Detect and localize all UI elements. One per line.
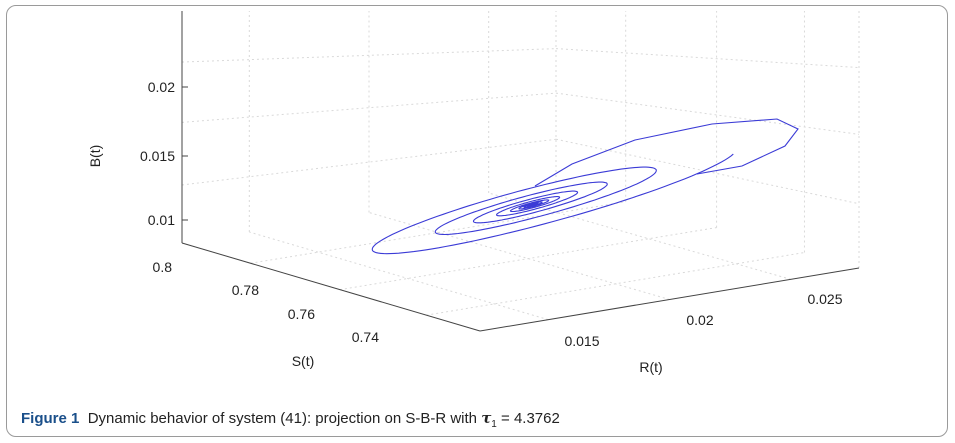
z-axis-label: B(t) [87, 145, 103, 168]
caption-text: Dynamic behavior of system (41): project… [87, 410, 478, 427]
z-tick-label: 0.01 [148, 212, 175, 228]
figure-caption: Figure 1 Dynamic behavior of system (41)… [21, 409, 560, 430]
trajectory [371, 118, 799, 255]
axes [181, 11, 860, 332]
z-gridline [555, 138, 860, 205]
y-axis-line [181, 242, 481, 332]
trajectory-spiral [371, 153, 734, 255]
figure-card: 0.01 0.015 0.02 0.74 0.76 0.78 0.8 0.015 0.02 0.0… [6, 5, 948, 437]
x-gridline [488, 192, 791, 280]
x-tick-label: 0.02 [686, 312, 713, 328]
x-gridline [368, 212, 670, 300]
tau-symbol: τ [481, 409, 492, 427]
z-tick-label: 0.02 [148, 79, 175, 95]
z-gridline [555, 92, 860, 135]
tick-labels: 0.01 0.015 0.02 0.74 0.76 0.78 0.8 0.015 0.02 0.0… [140, 79, 843, 349]
caption-label: Figure 1 [21, 410, 80, 427]
tau-value: = 4.3762 [501, 410, 560, 427]
y-tick-label: 0.8 [153, 259, 173, 275]
y-gridline [339, 227, 717, 291]
x-axis-line [479, 267, 860, 332]
plot-3d: 0.01 0.015 0.02 0.74 0.76 0.78 0.8 0.015 0.02 0.0… [87, 11, 860, 375]
z-gridline [555, 48, 860, 69]
y-axis-label: S(t) [292, 353, 315, 369]
z-gridline [181, 48, 557, 63]
x-gridline [249, 231, 549, 321]
z-tick-label: 0.015 [140, 148, 175, 164]
y-tick-label: 0.78 [232, 282, 259, 298]
y-tick-label: 0.74 [352, 329, 379, 345]
trajectory-lead [534, 118, 799, 187]
tau-subscript: 1 [491, 419, 497, 430]
y-tick-label: 0.76 [288, 306, 315, 322]
x-tick-label: 0.015 [564, 333, 599, 349]
grid [181, 11, 860, 321]
x-axis-label: R(t) [639, 359, 662, 375]
x-tick-label: 0.025 [807, 291, 842, 307]
